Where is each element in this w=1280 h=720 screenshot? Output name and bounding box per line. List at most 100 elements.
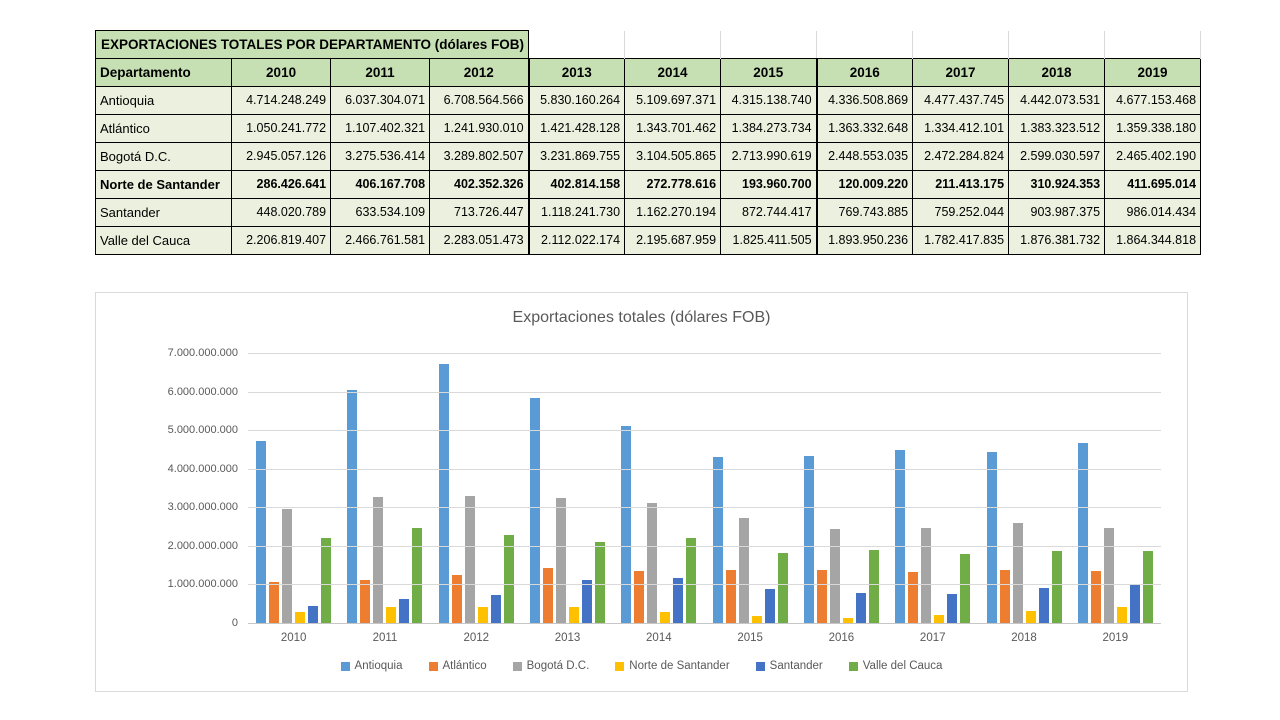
empty-cell[interactable] [720,30,818,59]
col-header-2011[interactable]: 2011 [330,58,431,87]
cell-atlantico-2018[interactable]: 1.383.323.512 [1008,114,1106,143]
empty-cell[interactable] [528,30,626,59]
cell-santander-2010[interactable]: 448.020.789 [231,198,332,227]
col-header-2019[interactable]: 2019 [1104,58,1202,87]
col-header-2013[interactable]: 2013 [527,58,626,87]
cell-santander-2019[interactable]: 986.014.434 [1104,198,1202,227]
cell-antioquia-2017[interactable]: 4.477.437.745 [912,86,1010,115]
cell-antioquia-2016[interactable]: 4.336.508.869 [815,86,914,115]
cell-santander-2013[interactable]: 1.118.241.730 [527,198,626,227]
cell-antioquia-2015[interactable]: 4.315.138.740 [720,86,818,115]
cell-norte-de-santander-2016[interactable]: 120.009.220 [815,170,914,199]
cell-bogota-d-c-2015[interactable]: 2.713.990.619 [720,142,818,171]
cell-valle-del-cauca-2013[interactable]: 2.112.022.174 [527,226,626,255]
cell-antioquia-2010[interactable]: 4.714.248.249 [231,86,332,115]
cell-bogota-d-c-2014[interactable]: 3.104.505.865 [624,142,722,171]
cell-atlantico-2011[interactable]: 1.107.402.321 [330,114,431,143]
empty-cell[interactable] [912,30,1010,59]
cell-antioquia-2013[interactable]: 5.830.160.264 [527,86,626,115]
cell-santander-2015[interactable]: 872.744.417 [720,198,818,227]
cell-norte-de-santander-2017[interactable]: 211.413.175 [912,170,1010,199]
bar-atlantico-2013 [543,568,554,623]
cell-norte-de-santander-2012[interactable]: 402.352.326 [429,170,530,199]
cell-santander-2014[interactable]: 1.162.270.194 [624,198,722,227]
exports-chart[interactable]: Exportaciones totales (dólares FOB) 0 1.0… [95,292,1188,692]
cell-bogota-d-c-2018[interactable]: 2.599.030.597 [1008,142,1106,171]
col-header-2014[interactable]: 2014 [624,58,722,87]
col-header-departamento[interactable]: Departamento [94,58,233,87]
cell-bogota-d-c-2019[interactable]: 2.465.402.190 [1104,142,1202,171]
cell-santander-2016[interactable]: 769.743.885 [815,198,914,227]
empty-cell[interactable] [1104,30,1202,59]
cell-atlantico-2015[interactable]: 1.384.273.734 [720,114,818,143]
col-header-2018[interactable]: 2018 [1008,58,1106,87]
empty-cell[interactable] [1008,30,1106,59]
cell-norte-de-santander-2014[interactable]: 272.778.616 [624,170,722,199]
cell-norte-de-santander-2015[interactable]: 193.960.700 [720,170,818,199]
col-header-2010[interactable]: 2010 [231,58,332,87]
cell-antioquia-2018[interactable]: 4.442.073.531 [1008,86,1106,115]
bar-atlantico-2016 [816,570,827,623]
bar-atlantico-2018 [999,570,1010,623]
cell-antioquia-2012[interactable]: 6.708.564.566 [429,86,530,115]
col-header-2016[interactable]: 2016 [815,58,914,87]
cell-norte-de-santander-2013[interactable]: 402.814.158 [527,170,626,199]
x-axis-label-2019: 2019 [1102,632,1129,644]
cell-santander-2012[interactable]: 713.726.447 [429,198,530,227]
cell-santander-2018[interactable]: 903.987.375 [1008,198,1106,227]
cell-bogota-d-c-2011[interactable]: 3.275.536.414 [330,142,431,171]
exports-table: EXPORTACIONES TOTALES POR DEPARTAMENTO (… [94,30,1202,255]
cell-bogota-d-c-2012[interactable]: 3.289.802.507 [429,142,530,171]
x-axis-label-2013: 2013 [554,632,581,644]
cell-atlantico-2012[interactable]: 1.241.930.010 [429,114,530,143]
cell-valle-del-cauca-2017[interactable]: 1.782.417.835 [912,226,1010,255]
empty-cell[interactable] [816,30,914,59]
cell-atlantico-2010[interactable]: 1.050.241.772 [231,114,332,143]
cell-norte-de-santander-2019[interactable]: 411.695.014 [1104,170,1202,199]
row-header-valle-del-cauca[interactable]: Valle del Cauca [94,226,233,255]
cell-antioquia-2014[interactable]: 5.109.697.371 [624,86,722,115]
cell-valle-del-cauca-2016[interactable]: 1.893.950.236 [815,226,914,255]
col-header-2015[interactable]: 2015 [720,58,818,87]
cell-atlantico-2014[interactable]: 1.343.701.462 [624,114,722,143]
cell-atlantico-2016[interactable]: 1.363.332.648 [815,114,914,143]
cell-bogota-d-c-2013[interactable]: 3.231.869.755 [527,142,626,171]
empty-cell[interactable] [624,30,722,59]
cell-norte-de-santander-2018[interactable]: 310.924.353 [1008,170,1106,199]
x-axis-label-2012: 2012 [463,632,490,644]
cell-valle-del-cauca-2019[interactable]: 1.864.344.818 [1104,226,1202,255]
row-header-antioquia[interactable]: Antioquia [94,86,233,115]
row-header-norte-de-santander[interactable]: Norte de Santander [94,170,233,199]
cell-santander-2011[interactable]: 633.534.109 [330,198,431,227]
cell-valle-del-cauca-2012[interactable]: 2.283.051.473 [429,226,530,255]
bar-groups [248,353,1161,623]
bar-group-2017 [887,353,978,623]
cell-antioquia-2011[interactable]: 6.037.304.071 [330,86,431,115]
bar-norte-de-santander-2017 [934,615,945,623]
cell-norte-de-santander-2011[interactable]: 406.167.708 [330,170,431,199]
cell-atlantico-2019[interactable]: 1.359.338.180 [1104,114,1202,143]
cell-bogota-d-c-2017[interactable]: 2.472.284.824 [912,142,1010,171]
col-header-2017[interactable]: 2017 [912,58,1010,87]
row-header-bogota-d-c[interactable]: Bogotá D.C. [94,142,233,171]
bar-atlantico-2017 [908,572,919,623]
cell-valle-del-cauca-2014[interactable]: 2.195.687.959 [624,226,722,255]
cell-atlantico-2013[interactable]: 1.421.428.128 [527,114,626,143]
col-header-2012[interactable]: 2012 [429,58,530,87]
cell-valle-del-cauca-2015[interactable]: 1.825.411.505 [720,226,818,255]
cell-bogota-d-c-2010[interactable]: 2.945.057.126 [231,142,332,171]
cell-valle-del-cauca-2018[interactable]: 1.876.381.732 [1008,226,1106,255]
cell-antioquia-2019[interactable]: 4.677.153.468 [1104,86,1202,115]
table-title[interactable]: EXPORTACIONES TOTALES POR DEPARTAMENTO (… [94,30,530,59]
row-header-atlantico[interactable]: Atlántico [94,114,233,143]
cell-santander-2017[interactable]: 759.252.044 [912,198,1010,227]
cell-atlantico-2017[interactable]: 1.334.412.101 [912,114,1010,143]
cell-valle-del-cauca-2010[interactable]: 2.206.819.407 [231,226,332,255]
row-header-santander[interactable]: Santander [94,198,233,227]
cell-bogota-d-c-2016[interactable]: 2.448.553.035 [815,142,914,171]
legend-swatch-norte-de-santander [615,661,625,671]
cell-valle-del-cauca-2011[interactable]: 2.466.761.581 [330,226,431,255]
cell-norte-de-santander-2010[interactable]: 286.426.641 [231,170,332,199]
bar-atlantico-2011 [360,580,371,623]
bar-group-2010 [248,353,339,623]
